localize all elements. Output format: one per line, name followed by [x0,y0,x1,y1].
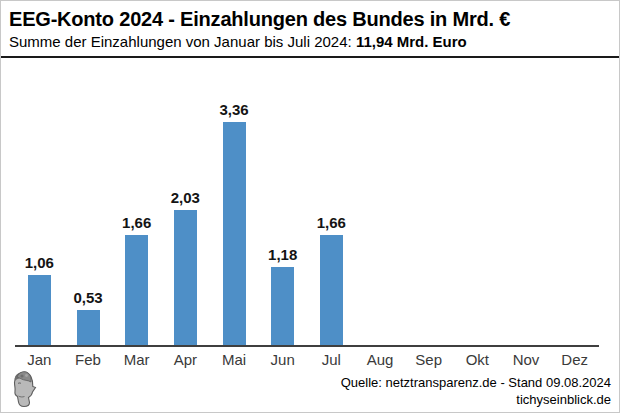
bar-value-jan: 1,06 [9,253,69,273]
chart-footer: Quelle: netztransparenz.de - Stand 09.08… [1,367,619,412]
classical-head-logo [9,369,41,409]
bar-value-feb: 0,53 [58,288,118,308]
chart-subtitle-text: Summe der Einzahlungen von Januar bis Ju… [9,33,356,50]
bar-jan [28,275,51,345]
bar-value-jul: 1,66 [301,213,361,233]
bar-jun [271,267,294,345]
bar-value-mar: 1,66 [107,213,167,233]
chart-subtitle-sum: 11,94 Mrd. Euro [356,33,467,50]
x-axis-line [15,345,599,347]
bar-value-mai: 3,36 [204,100,264,120]
source-credit: Quelle: netztransparenz.de - Stand 09.08… [341,374,611,408]
bar-jul [320,235,343,345]
bar-apr [174,210,197,345]
chart-header: EEG-Konto 2024 - Einzahlungen des Bundes… [1,1,619,58]
chart-subtitle: Summe der Einzahlungen von Januar bis Ju… [9,32,611,52]
source-line: Quelle: netztransparenz.de - Stand 09.08… [341,374,611,391]
bar-value-jun: 1,18 [253,245,313,265]
bar-chart: Jan1,06Feb0,53Mar1,66Apr2,03Mai3,36Jun1,… [1,58,620,369]
infographic-card: EEG-Konto 2024 - Einzahlungen des Bundes… [0,0,620,413]
bar-feb [77,310,100,345]
bar-mai [223,122,246,345]
brand-line: tichyseinblick.de [341,391,611,408]
bar-value-apr: 2,03 [155,188,215,208]
bar-mar [125,235,148,345]
chart-title: EEG-Konto 2024 - Einzahlungen des Bundes… [9,6,611,32]
